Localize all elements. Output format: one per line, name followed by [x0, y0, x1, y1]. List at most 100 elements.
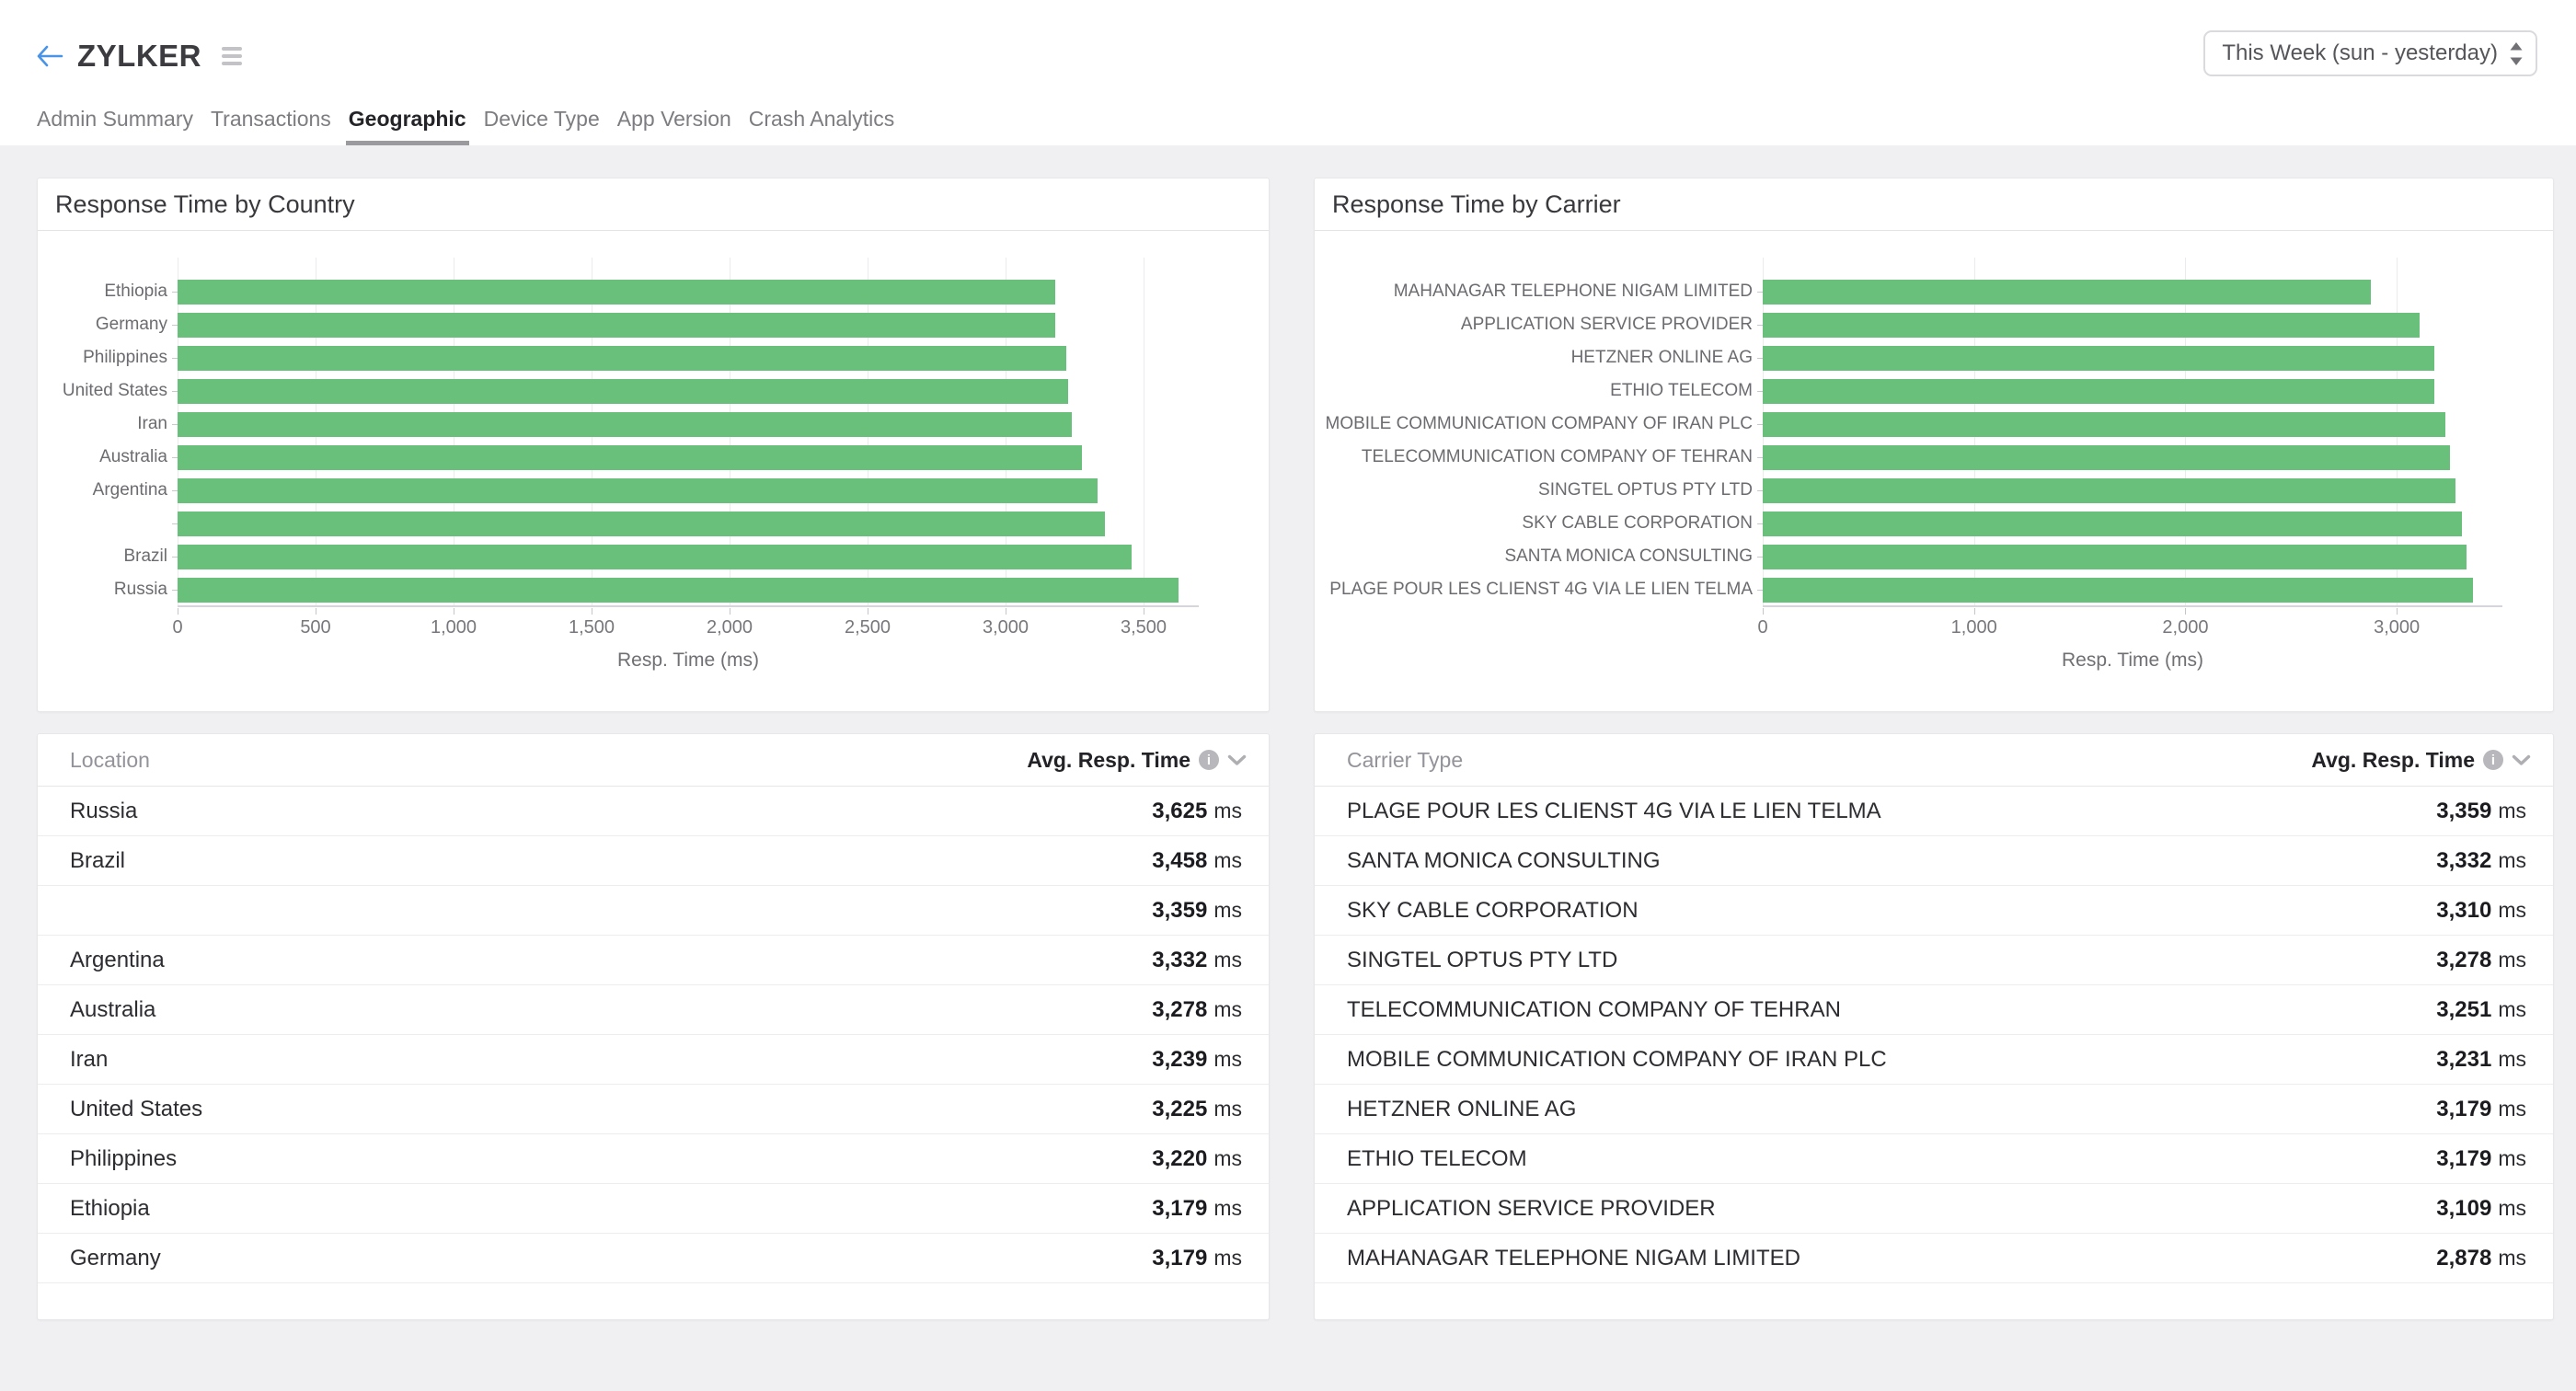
chart-bar	[1763, 411, 2446, 437]
carrier-type-column-header: Carrier Type	[1347, 747, 1464, 772]
chart-row: APPLICATION SERVICE PROVIDER	[1315, 308, 2553, 341]
back-arrow-icon	[37, 45, 63, 67]
row-value: 3,332 ms	[1152, 947, 1242, 972]
chart-row: Brazil	[38, 540, 1269, 573]
row-name: APPLICATION SERVICE PROVIDER	[1347, 1195, 1716, 1221]
row-value-unit: ms	[1213, 847, 1242, 872]
chart-bar	[178, 544, 1133, 569]
tab-crash-analytics[interactable]: Crash Analytics	[749, 107, 895, 145]
chart-category-label	[38, 523, 178, 524]
chart-bar	[178, 411, 1072, 437]
info-icon[interactable]: i	[2483, 750, 2503, 770]
chart-bar-track	[1763, 345, 2553, 371]
table-row: Australia 3,278 ms	[38, 985, 1269, 1035]
chart-category-label: Argentina	[38, 480, 178, 500]
category-tick	[172, 556, 178, 558]
chart-bar	[178, 279, 1055, 305]
chart-category-label: HETZNER ONLINE AG	[1315, 348, 1763, 368]
country-chart-title: Response Time by Country	[38, 178, 1269, 231]
category-tick	[172, 291, 178, 293]
row-value: 3,359 ms	[1152, 897, 1242, 923]
category-tick	[1757, 489, 1763, 491]
chart-bar	[178, 345, 1066, 371]
chart-bar-track	[1763, 544, 2553, 569]
chart-row: HETZNER ONLINE AG	[1315, 341, 2553, 374]
tab-geographic[interactable]: Geographic	[345, 107, 469, 145]
x-axis-tick-label: 3,000	[982, 617, 1029, 638]
chart-bar	[178, 444, 1083, 470]
carrier-chart: MAHANAGAR TELEPHONE NIGAM LIMITED APPLICA…	[1315, 231, 2553, 672]
x-axis-tick-label: 0	[1757, 617, 1768, 638]
chart-bar	[178, 378, 1068, 404]
top-bar: ZYLKER This Week (sun - yesterday) Admin…	[0, 0, 2576, 145]
row-value-unit: ms	[1213, 798, 1242, 822]
chart-bar-track	[1763, 411, 2553, 437]
chart-plot-area: MAHANAGAR TELEPHONE NIGAM LIMITED APPLICA…	[1315, 258, 2553, 607]
tab-admin-summary[interactable]: Admin Summary	[37, 107, 193, 145]
table-row: ETHIO TELECOM 3,179 ms	[1315, 1134, 2553, 1184]
chart-bar-track	[178, 444, 1269, 470]
chart-row: SINGTEL OPTUS PTY LTD	[1315, 474, 2553, 507]
chart-category-label: United States	[38, 381, 178, 401]
select-spinner-icon	[2510, 41, 2523, 65]
chart-bar-track	[1763, 511, 2553, 536]
chart-category-label: SKY CABLE CORPORATION	[1315, 513, 1763, 534]
row-value-unit: ms	[2498, 947, 2526, 971]
row-value-unit: ms	[1213, 1046, 1242, 1071]
tab-device-type[interactable]: Device Type	[484, 107, 600, 145]
row-value: 3,220 ms	[1152, 1145, 1242, 1171]
country-chart: Ethiopia Germany Philippines United States I…	[38, 231, 1269, 672]
row-value: 3,179 ms	[2436, 1145, 2526, 1171]
category-tick	[172, 523, 178, 524]
category-tick	[172, 456, 178, 458]
category-tick	[172, 390, 178, 392]
location-table-header: Location Avg. Resp. Time i	[38, 734, 1269, 787]
row-value-unit: ms	[2498, 996, 2526, 1021]
chart-bar-track	[1763, 444, 2553, 470]
table-row: United States 3,225 ms	[38, 1085, 1269, 1134]
row-name: Argentina	[70, 947, 165, 972]
row-name: Australia	[70, 996, 156, 1022]
location-table-card: Location Avg. Resp. Time i Russia 3,625 ms…	[37, 733, 1270, 1320]
tab-app-version[interactable]: App Version	[617, 107, 731, 145]
chart-bar-track	[178, 279, 1269, 305]
chart-bar	[178, 511, 1105, 536]
chart-bar	[1763, 378, 2435, 404]
row-value-unit: ms	[2498, 897, 2526, 922]
page-content: Response Time by Country Ethiopia Germany…	[0, 145, 2576, 1391]
row-name: TELECOMMUNICATION COMPANY OF TEHRAN	[1347, 996, 1841, 1022]
x-axis-line	[1763, 605, 2502, 607]
row-value: 3,332 ms	[2436, 847, 2526, 873]
row-name: Russia	[70, 798, 138, 823]
chart-bar	[1763, 345, 2435, 371]
chart-plot-area: Ethiopia Germany Philippines United States I…	[38, 258, 1269, 607]
row-name: Iran	[70, 1046, 109, 1072]
back-button[interactable]	[35, 44, 64, 68]
chart-bar	[178, 477, 1098, 503]
row-value: 3,179 ms	[1152, 1245, 1242, 1270]
x-axis-tick-label: 500	[300, 617, 331, 638]
table-row: SKY CABLE CORPORATION 3,310 ms	[1315, 886, 2553, 936]
row-name: United States	[70, 1096, 203, 1121]
x-axis-line	[178, 605, 1199, 607]
tab-transactions[interactable]: Transactions	[211, 107, 331, 145]
table-row: MAHANAGAR TELEPHONE NIGAM LIMITED 2,878 ms	[1315, 1234, 2553, 1283]
time-range-value: This Week (sun - yesterday)	[2222, 40, 2498, 65]
x-axis: 0 1,000 2,000 3,000	[1757, 606, 2502, 641]
x-axis-tick-label: 2,000	[706, 617, 753, 638]
time-range-select[interactable]: This Week (sun - yesterday)	[2203, 30, 2537, 76]
row-value-unit: ms	[1213, 996, 1242, 1021]
row-value: 3,109 ms	[2436, 1195, 2526, 1221]
menu-button[interactable]	[222, 47, 242, 65]
category-tick	[1757, 357, 1763, 359]
sort-chevron-icon[interactable]	[2512, 754, 2531, 766]
x-axis-tick-label: 2,500	[844, 617, 891, 638]
row-name: Philippines	[70, 1145, 178, 1171]
x-axis-title: Resp. Time (ms)	[616, 650, 759, 671]
info-icon[interactable]: i	[1199, 750, 1219, 770]
category-tick	[1757, 589, 1763, 591]
x-axis-tick-label: 0	[172, 617, 183, 638]
x-axis-tick	[1973, 608, 1975, 615]
sort-chevron-icon[interactable]	[1227, 754, 1247, 766]
carrier-chart-card: Response Time by Carrier MAHANAGAR TELEP…	[1314, 178, 2554, 712]
